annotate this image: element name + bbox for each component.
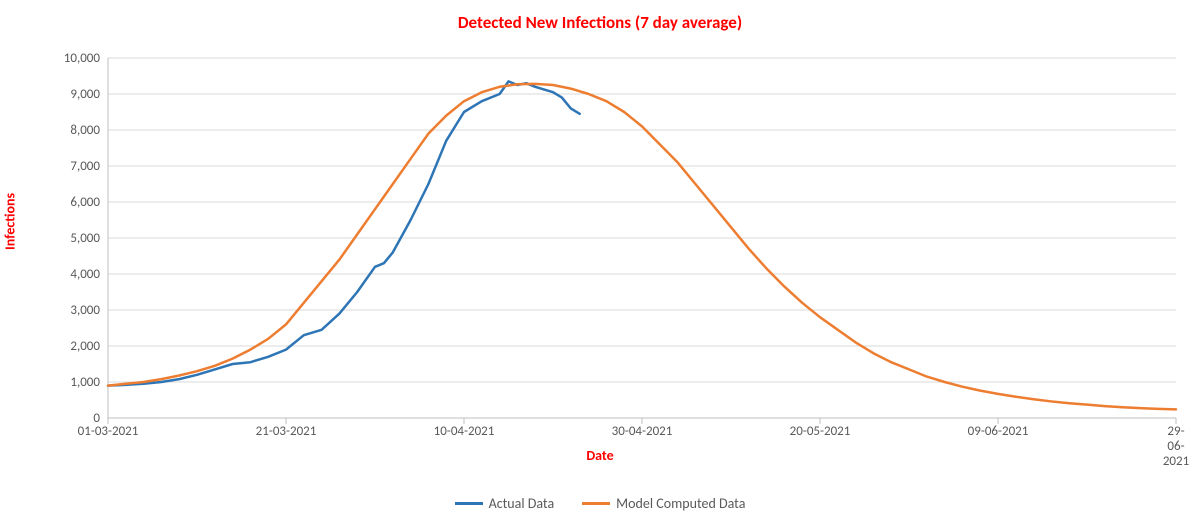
chart-container: Detected New Infections (7 day average) … — [0, 0, 1200, 522]
legend: Actual Data Model Computed Data — [0, 495, 1200, 512]
plot-svg — [108, 58, 1176, 418]
chart-title: Detected New Infections (7 day average) — [0, 12, 1200, 33]
legend-label: Model Computed Data — [616, 495, 745, 512]
y-tick-label: 8,000 — [40, 123, 100, 138]
plot-area — [108, 58, 1176, 418]
y-tick-label: 9,000 — [40, 87, 100, 102]
x-tick-label: 20-05-2021 — [790, 424, 851, 439]
legend-item: Model Computed Data — [582, 495, 745, 512]
x-tick-label: 30-04-2021 — [612, 424, 673, 439]
y-tick-label: 6,000 — [40, 195, 100, 210]
x-tick-label: 09-06-2021 — [968, 424, 1029, 439]
x-axis-label: Date — [0, 447, 1200, 464]
x-tick-label: 01-03-2021 — [78, 424, 139, 439]
x-tick-label: 21-03-2021 — [256, 424, 317, 439]
legend-swatch — [582, 502, 610, 505]
series-line — [108, 84, 1176, 409]
x-tick-label: 29-06-2021 — [1163, 424, 1189, 469]
x-tick-label: 10-04-2021 — [434, 424, 495, 439]
y-tick-label: 5,000 — [40, 231, 100, 246]
y-tick-label: 7,000 — [40, 159, 100, 174]
y-tick-label: 4,000 — [40, 267, 100, 282]
y-axis-label: Infections — [2, 193, 19, 250]
y-tick-label: 1,000 — [40, 375, 100, 390]
legend-label: Actual Data — [489, 495, 555, 512]
y-tick-label: 3,000 — [40, 303, 100, 318]
y-tick-label: 10,000 — [40, 51, 100, 66]
y-tick-label: 2,000 — [40, 339, 100, 354]
legend-item: Actual Data — [455, 495, 555, 512]
legend-swatch — [455, 502, 483, 505]
series-line — [108, 81, 580, 385]
